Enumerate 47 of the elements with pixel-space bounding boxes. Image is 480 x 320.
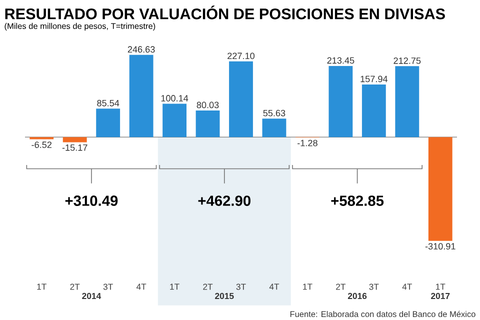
bar <box>428 137 452 241</box>
annotation: +462.90 <box>198 196 250 206</box>
text: 2014 <box>82 292 102 300</box>
x-tick-label: 2T <box>203 284 213 290</box>
bar <box>62 137 87 142</box>
x-tick-label: 3T <box>236 284 246 290</box>
x-tick-label: 3T <box>369 284 379 290</box>
bar <box>162 104 186 138</box>
bar <box>129 54 154 138</box>
data-label: -310.91 <box>425 243 456 250</box>
data-label: 212.75 <box>394 57 421 64</box>
bar <box>96 108 120 138</box>
x-tick-label: 4T <box>269 284 280 290</box>
bar <box>328 66 353 138</box>
text: 2016 <box>348 292 367 300</box>
text: 2015 <box>215 292 234 300</box>
data-label: -15.17 <box>62 144 88 151</box>
data-label: 80.03 <box>196 102 219 108</box>
x-tick-label: 1T <box>436 284 446 290</box>
data-label: -6.52 <box>32 142 52 148</box>
x-tick-label: 1T <box>303 284 312 290</box>
data-label: 85.54 <box>97 100 120 106</box>
source-note: Fuente: Elaborada con datos del Banco de México <box>290 310 476 318</box>
x-tick-label: 1T <box>170 284 180 290</box>
data-label: 157.94 <box>360 76 388 82</box>
bar <box>229 61 253 138</box>
chart-subtitle: (Miles de millones de pesos, T=trimestre) <box>4 22 156 31</box>
bar <box>395 66 420 138</box>
bar <box>196 110 220 138</box>
data-label: 227.10 <box>228 52 254 60</box>
x-tick-label: 1T <box>37 284 46 290</box>
x-tick-label: 4T <box>136 284 146 290</box>
bar <box>262 118 286 138</box>
data-label: 100.14 <box>161 95 188 102</box>
text: 2017 <box>431 292 450 300</box>
data-label: 55.63 <box>263 110 286 116</box>
bar <box>362 84 386 138</box>
x-tick-label: 2T <box>336 284 346 290</box>
annotation: +310.49 <box>65 196 118 206</box>
x-tick-label: 2T <box>70 284 80 290</box>
data-label: 213.45 <box>327 57 354 64</box>
annotation: +582.85 <box>331 196 384 206</box>
chart-title: RESULTADO POR VALUACIÓN DE POSICIONES EN DIVISAS <box>5 6 445 20</box>
x-tick-label: 3T <box>103 284 113 290</box>
data-label: 246.63 <box>128 46 155 53</box>
data-label: -1.28 <box>298 140 318 146</box>
x-tick-label: 4T <box>402 284 412 290</box>
